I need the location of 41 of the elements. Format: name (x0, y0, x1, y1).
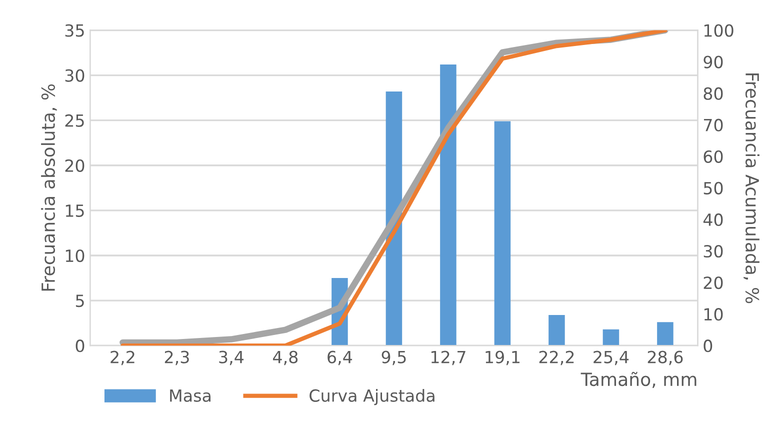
y-tick-label: 30 (65, 69, 84, 82)
y2-tick-label: 10 (704, 308, 723, 321)
y2-tick-label: 70 (704, 118, 723, 132)
x-tick-label: 25,4 (594, 350, 629, 366)
y-tick-label: 10 (66, 249, 84, 262)
x-tick-label: 3,4 (219, 350, 244, 366)
bar (440, 64, 456, 346)
x-tick-label: 4,8 (273, 350, 298, 366)
x-tick-label: 2,3 (164, 350, 189, 366)
bar (386, 92, 402, 346)
y2-tick-label: 40 (703, 213, 723, 226)
y-tick-label: 25 (65, 114, 84, 127)
bar (602, 329, 620, 346)
y2-tick-label: 60 (704, 150, 723, 163)
x-axis-title: Tamaño, mm (580, 372, 696, 388)
y-tick-label: 15 (66, 204, 84, 218)
y2-tick-label: 20 (704, 276, 723, 290)
x-tick-label: 6,4 (328, 350, 352, 366)
bar (494, 121, 511, 346)
legend-label: Curva Ajustada (310, 388, 434, 406)
x-tick-label: 2,2 (110, 350, 134, 366)
x-tick-label: 9,5 (382, 350, 406, 366)
y2-axis-title: Frecuancia Acumulada, % (744, 73, 760, 304)
y2-tick-label: 0 (704, 340, 712, 352)
y2-tick-label: 80 (704, 87, 723, 100)
y-axis-title: Frecuancia absoluta, % (41, 84, 57, 291)
y2-tick-label: 100 (704, 24, 734, 37)
bar (548, 314, 565, 346)
x-tick-label: 19,1 (486, 350, 520, 366)
y-tick-label: 0 (76, 340, 84, 352)
y-tick-label: 35 (65, 24, 84, 37)
x-tick-label: 28,6 (648, 350, 683, 366)
y2-tick-label: 30 (704, 244, 723, 258)
legend-label: Masa (170, 389, 210, 402)
x-tick-label: 12,7 (431, 350, 466, 366)
y2-tick-label: 90 (704, 56, 723, 68)
y2-tick-label: 50 (704, 182, 723, 194)
bar (657, 322, 674, 346)
x-tick-label: 22,2 (539, 350, 574, 366)
y-tick-label: 5 (76, 294, 84, 308)
y-tick-label: 20 (65, 159, 84, 172)
